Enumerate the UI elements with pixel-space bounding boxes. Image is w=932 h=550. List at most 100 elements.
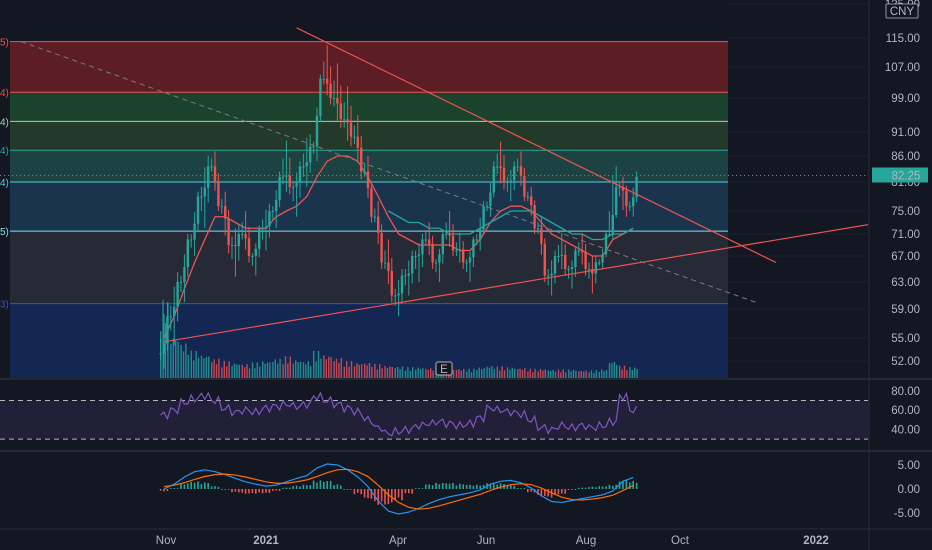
rsi-line	[160, 391, 638, 437]
candle-body	[594, 262, 597, 274]
macd-histogram-bar	[227, 489, 230, 490]
volume-bar	[262, 361, 264, 378]
currency-badge	[885, 3, 919, 19]
volume-bar	[452, 369, 455, 378]
macd-histogram-bar	[285, 487, 288, 489]
volume-bar	[476, 370, 478, 378]
volume-bar	[366, 365, 368, 378]
candle-body	[458, 249, 461, 251]
candle-body	[227, 218, 230, 245]
volume-bar	[379, 363, 381, 378]
volume-bar	[195, 351, 197, 378]
candle-body	[540, 228, 543, 244]
macd-histogram-bar	[363, 489, 366, 498]
volume-bar	[544, 369, 546, 378]
volume-bar	[389, 366, 391, 378]
volume-bar	[473, 368, 475, 378]
candle-body	[196, 196, 200, 224]
volume-bar	[529, 368, 531, 378]
volume-bar	[254, 368, 256, 378]
macd-pane[interactable]: 5.00 0.00 -5.00	[159, 460, 920, 520]
candle-body	[407, 273, 410, 276]
macd-histogram-bar	[210, 486, 213, 489]
macd-histogram-bar	[397, 489, 400, 498]
macd-histogram-bar	[506, 485, 509, 489]
candle-body	[373, 216, 376, 218]
candle-body	[281, 176, 285, 178]
macd-histogram-bar	[316, 482, 318, 489]
macd-histogram-bar	[282, 487, 284, 489]
candle-body	[285, 175, 288, 177]
volume-bar	[274, 359, 276, 378]
macd-histogram-bar	[591, 486, 594, 489]
macd-histogram-bar	[251, 489, 254, 494]
price-tick-label: 71.00	[891, 229, 920, 241]
volume-bar	[287, 363, 289, 378]
candle-body	[193, 223, 196, 240]
volume-bar	[547, 370, 549, 378]
volume-bar	[509, 369, 511, 378]
candle-body	[421, 239, 424, 255]
volume-bar	[521, 369, 524, 378]
volume-bar	[503, 370, 506, 378]
macd-histogram-bar	[292, 486, 294, 489]
macd-histogram-bar	[557, 489, 560, 495]
candle-body	[363, 171, 366, 173]
volume-bar	[496, 366, 498, 378]
candle-body	[567, 269, 570, 270]
volume-bar	[593, 373, 595, 378]
volume-bar	[595, 370, 597, 378]
rsi-pane[interactable]: 80.00 60.00 40.00	[0, 386, 920, 440]
volume-bar	[223, 360, 225, 378]
volume-bar	[560, 372, 562, 378]
candle-body	[315, 115, 319, 147]
volume-bar	[269, 362, 271, 378]
volume-bar	[170, 343, 172, 378]
macd-histogram-bar	[289, 487, 291, 489]
volume-bar	[404, 370, 407, 378]
macd-histogram-bar	[574, 489, 577, 490]
candle-body	[479, 229, 482, 240]
macd-histogram-bar	[622, 480, 624, 489]
macd-histogram-bar	[635, 482, 638, 489]
volume-bar	[401, 366, 404, 378]
macd-histogram-bar	[350, 489, 352, 490]
candle-body	[621, 186, 625, 191]
macd-histogram-bar	[520, 488, 522, 490]
macd-histogram-bar	[370, 489, 373, 499]
macd-histogram-bar	[224, 489, 226, 490]
trendlines[interactable]	[21, 27, 897, 343]
candle-body	[302, 166, 305, 168]
macd-histogram-bar	[418, 488, 420, 489]
fib-zone	[10, 92, 728, 122]
volume-bar	[419, 368, 422, 378]
macd-histogram-bar	[411, 489, 413, 494]
volume-bar	[506, 367, 509, 378]
volume-bar	[511, 367, 513, 378]
macd-histogram-bar	[374, 489, 376, 502]
candle-body	[230, 245, 234, 246]
volume-bar	[481, 369, 483, 378]
volume-bar	[371, 366, 373, 378]
candle-body	[591, 269, 594, 274]
fibonacci-retracement[interactable]: 5) 4) 4) 4) 4) 5) 3)	[0, 0, 868, 378]
candle-body	[268, 211, 271, 227]
candle-body	[441, 234, 444, 255]
event-markers[interactable]: E	[435, 361, 453, 376]
fib-level-label: 4)	[0, 178, 9, 189]
candle-body	[261, 228, 264, 230]
candle-body	[254, 248, 257, 256]
volume-bar	[527, 371, 529, 378]
volume-bar	[519, 368, 521, 378]
candle-body	[237, 234, 240, 247]
candle-body	[224, 206, 227, 219]
time-axis[interactable]: Nov 2021 Apr Jun Aug Oct 2022	[156, 535, 829, 547]
candlestick-series[interactable]	[159, 45, 638, 369]
fib-level-label: 5)	[0, 227, 9, 238]
macd-histogram-bar	[540, 489, 543, 497]
macd-histogram-bar	[493, 482, 495, 489]
volume-bar	[277, 363, 279, 378]
macd-histogram-bar	[221, 489, 223, 490]
